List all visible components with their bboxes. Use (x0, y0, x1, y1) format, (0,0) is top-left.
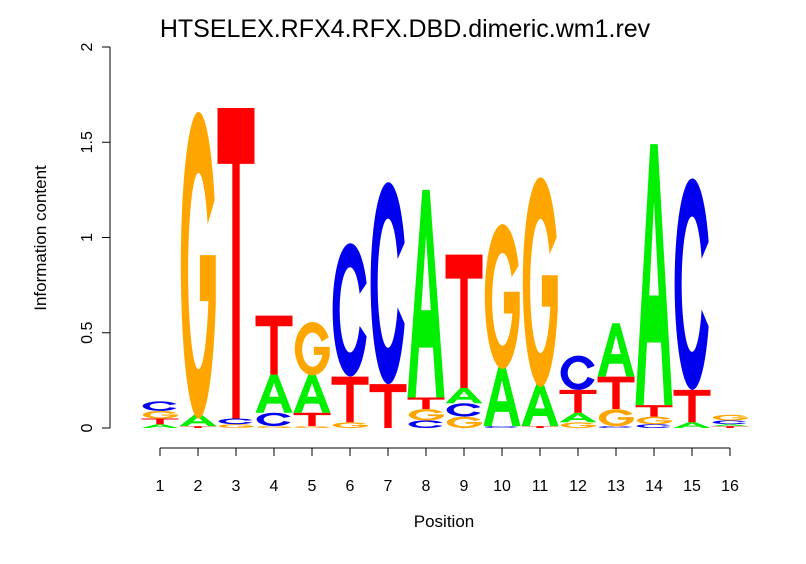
x-axis-label: Position (414, 512, 474, 531)
logo-letter-T (407, 397, 445, 409)
logo-letters (141, 107, 749, 429)
logo-letter-T (673, 389, 711, 423)
logo-letter-T (521, 426, 559, 428)
logo-letter-A (293, 374, 331, 413)
logo-letter-A (559, 412, 597, 423)
logo-letter-G (256, 426, 292, 429)
logo-letter-C (598, 426, 633, 428)
logo-letter-A (445, 387, 483, 404)
logo-letter-A (521, 384, 559, 427)
x-tick-label: 9 (460, 478, 469, 495)
x-tick-label: 2 (194, 478, 203, 495)
x-tick-label: 1 (156, 478, 165, 495)
logo-letter-A (635, 144, 673, 406)
logo-letter-C (332, 243, 367, 377)
logo-letter-T (635, 405, 673, 417)
logo-letter-C (712, 420, 747, 425)
logo-letter-A (179, 414, 217, 427)
logo-letter-G (446, 416, 482, 429)
logo-letter-C (484, 426, 519, 428)
logo-letter-T (255, 315, 293, 375)
logo-letter-G (484, 224, 520, 369)
logo-letter-A (141, 424, 179, 428)
chart-title: HTSELEX.RFX4.RFX.DBD.dimeric.wm1.rev (160, 15, 651, 43)
x-tick-label: 12 (569, 478, 587, 495)
logo-letter-C (370, 182, 405, 385)
x-tick-label: 5 (308, 478, 317, 495)
y-tick-label: 0.5 (79, 322, 96, 344)
logo-letter-T (369, 384, 407, 428)
x-tick-label: 13 (607, 478, 625, 495)
x-tick-label: 16 (721, 478, 739, 495)
logo-letter-G (218, 424, 254, 429)
logo-letter-C (446, 403, 481, 417)
x-tick-label: 4 (270, 478, 279, 495)
logo-letter-T (179, 426, 217, 428)
x-tick-label: 8 (422, 478, 431, 495)
x-axis: 1 2 3 4 5 6 7 8 9 10 11 12 13 14 15 16 (156, 447, 739, 495)
x-tick-label: 10 (493, 478, 511, 495)
x-tick-label: 11 (532, 478, 549, 495)
logo-letter-G (294, 322, 330, 376)
x-tick-label: 6 (346, 478, 355, 495)
logo-letter-G (294, 426, 330, 429)
logo-letter-G (522, 177, 558, 387)
logo-letter-A (673, 422, 711, 428)
logo-letter-T (597, 376, 635, 409)
logo-letter-A (255, 374, 293, 413)
logo-letter-G (598, 409, 634, 427)
logo-letter-G (560, 422, 596, 429)
logo-letter-C (142, 401, 177, 411)
logo-letter-T (293, 412, 331, 427)
x-tick-label: 15 (683, 478, 701, 495)
logo-letter-G (142, 410, 178, 419)
logo-letter-G (636, 416, 672, 425)
logo-letter-C (256, 412, 291, 427)
y-tick-label: 2 (79, 42, 96, 51)
logo-letter-T (217, 107, 255, 419)
y-axis: 0 0.5 1 1.5 2 (79, 42, 111, 432)
logo-letter-A (483, 367, 521, 427)
y-tick-label: 1 (79, 233, 96, 242)
logo-letter-T (559, 389, 597, 413)
logo-letter-C (560, 355, 595, 390)
logo-letter-T (711, 426, 749, 428)
logo-letter-G (408, 409, 444, 421)
logo-letter-A (407, 189, 445, 398)
logo-letter-T (331, 376, 369, 423)
y-axis-label: Information content (31, 165, 50, 311)
x-tick-label: 14 (645, 478, 663, 495)
logo-letter-C (636, 424, 671, 428)
x-tick-label: 3 (232, 478, 241, 495)
logo-letter-G (332, 422, 368, 429)
logo-letter-G (180, 111, 216, 419)
logo-letter-G (712, 414, 748, 421)
logo-letter-C (674, 178, 709, 390)
logo-letter-T (445, 254, 483, 388)
logo-letter-C (218, 418, 253, 425)
logo-letter-C (408, 420, 443, 428)
logo-letter-T (141, 418, 179, 425)
x-tick-label: 7 (384, 478, 393, 495)
y-tick-label: 1.5 (79, 131, 96, 153)
logo-letter-A (597, 323, 635, 377)
logo-letter-A (711, 424, 749, 427)
y-tick-label: 0 (79, 423, 96, 432)
